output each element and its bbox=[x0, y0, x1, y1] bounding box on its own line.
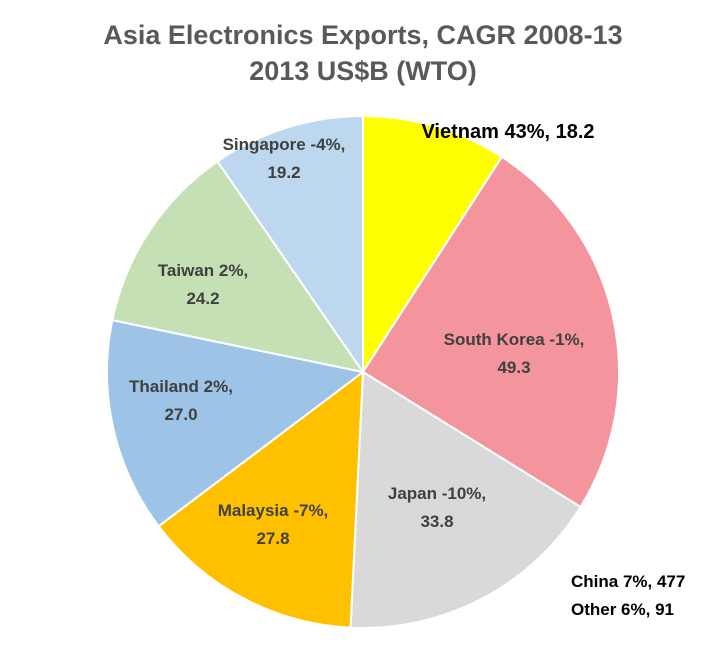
data-label-singapore: Singapore -4%, 19.2 bbox=[223, 135, 346, 182]
pie-slice-singapore bbox=[216, 114, 364, 376]
note-other: Other 6%, 91 bbox=[571, 600, 674, 619]
data-label-thailand: Thailand 2%, 27.0 bbox=[129, 377, 233, 424]
data-label-malaysia: Malaysia -7%, 27.8 bbox=[218, 501, 329, 548]
pie-slice-south-korea bbox=[361, 155, 620, 509]
pie-slice-japan bbox=[349, 370, 582, 630]
data-label-japan: Japan -10%, 33.8 bbox=[388, 484, 486, 531]
pie-slice-thailand bbox=[105, 318, 366, 528]
chart-subtitle: 2013 US$B (WTO) bbox=[249, 56, 477, 86]
chart-title: Asia Electronics Exports, CAGR 2008-13 bbox=[103, 20, 623, 50]
data-label-taiwan: Taiwan 2%, 24.2 bbox=[158, 261, 248, 308]
pie-slice-vietnam bbox=[362, 114, 504, 376]
data-label-south-korea: South Korea -1%, 49.3 bbox=[444, 330, 585, 377]
note-china: China 7%, 477 bbox=[571, 572, 686, 591]
data-label-vietnam: Vietnam 43%, 18.2 bbox=[421, 121, 594, 143]
pie-slice-taiwan bbox=[111, 160, 366, 374]
pie-slice-malaysia bbox=[157, 369, 365, 629]
